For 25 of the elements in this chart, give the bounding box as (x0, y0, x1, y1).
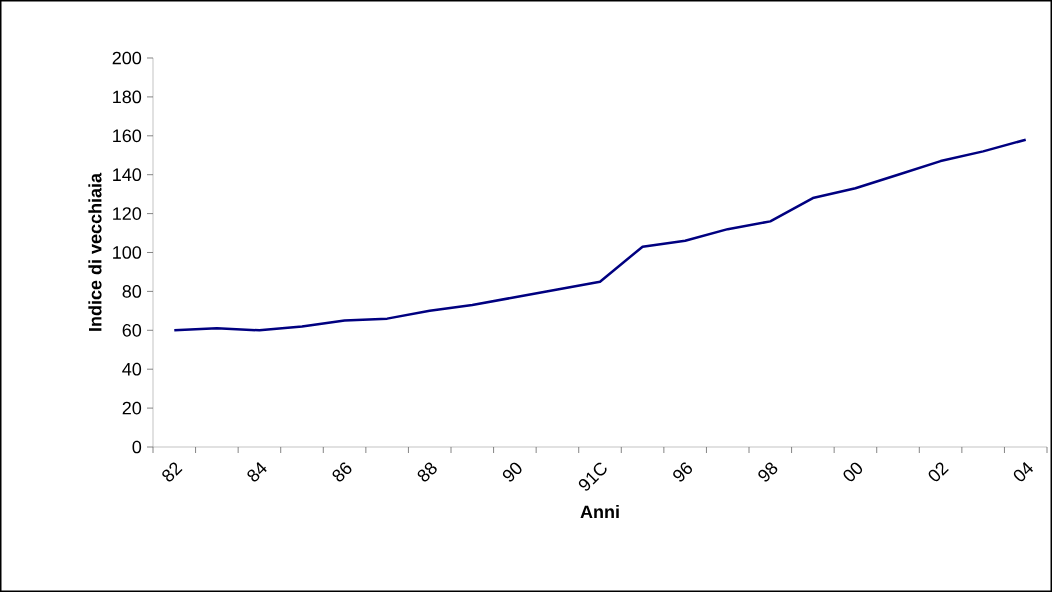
y-tick-label: 60 (122, 323, 142, 337)
x-axis-title: Anni (580, 504, 619, 519)
y-tick-label: 80 (122, 285, 142, 298)
x-tick-label: 88 (417, 462, 437, 482)
x-tick-label: 96 (673, 462, 693, 482)
x-tick-label: 82 (162, 462, 183, 482)
x-tick-label: 00 (843, 462, 863, 482)
y-tick-label: 100 (113, 246, 142, 259)
x-tick-label: 90 (502, 462, 522, 482)
line-series (173, 138, 1027, 332)
y-tick-label: 200 (112, 51, 142, 65)
x-tick-label: 84 (247, 462, 267, 482)
y-axis-title: Indice di vecchiaia (88, 172, 102, 331)
x-tick-label: 86 (332, 462, 352, 482)
x-tick-label: 91C (578, 462, 607, 491)
x-tick-label: 04 (1013, 462, 1034, 482)
y-tick-label: 180 (113, 90, 142, 104)
y-tick-label: 20 (122, 401, 142, 415)
y-tick-label: 140 (113, 168, 142, 182)
y-tick-label: 40 (122, 362, 142, 376)
x-tick-label: 98 (758, 462, 778, 482)
y-tick-label: 160 (113, 129, 142, 143)
y-tick-label: 120 (113, 207, 142, 220)
x-tick-label: 02 (928, 462, 949, 482)
y-tick-label: 0 (132, 440, 142, 454)
